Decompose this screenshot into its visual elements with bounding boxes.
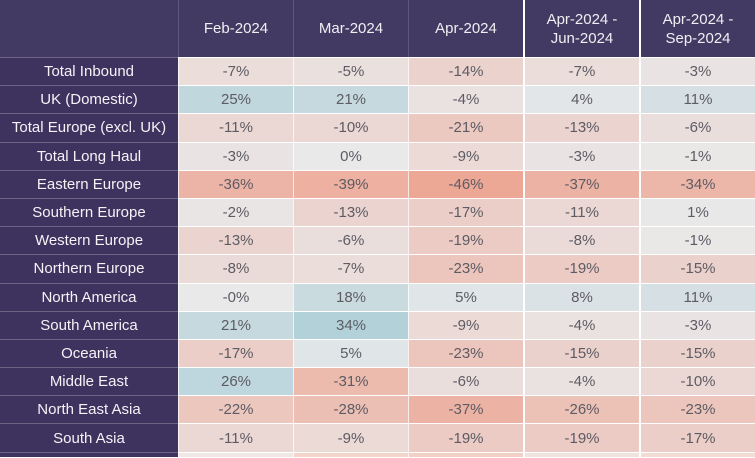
partial-row-cell xyxy=(639,451,755,458)
heatmap-cell: 21% xyxy=(293,85,408,114)
heatmap-cell: -4% xyxy=(408,85,523,114)
heatmap-cell: -6% xyxy=(639,113,755,142)
row-label: Middle East xyxy=(0,367,178,396)
row-label: Western Europe xyxy=(0,226,178,255)
column-header: Apr-2024 - Jun-2024 xyxy=(523,0,639,57)
heatmap-cell: -15% xyxy=(639,338,755,368)
heatmap-cell: -5% xyxy=(293,57,408,86)
heatmap-cell: 1% xyxy=(639,197,755,227)
heatmap-cell: -9% xyxy=(408,141,523,170)
heatmap-cell: -11% xyxy=(523,197,639,227)
heatmap-cell: -11% xyxy=(178,423,293,452)
heatmap-cell: -23% xyxy=(408,338,523,368)
heatmap-cell: -21% xyxy=(408,113,523,142)
heatmap-cell: -10% xyxy=(293,113,408,142)
column-header: Apr-2024 - Sep-2024 xyxy=(639,0,755,57)
heatmap-cell: 21% xyxy=(178,310,293,339)
heatmap-cell: -14% xyxy=(408,57,523,86)
heatmap-cell: -4% xyxy=(523,367,639,396)
heatmap-cell: -22% xyxy=(178,395,293,424)
heatmap-cell: -11% xyxy=(178,113,293,142)
heatmap-cell: -6% xyxy=(408,367,523,396)
heatmap-cell: -6% xyxy=(293,226,408,255)
row-label: Total Long Haul xyxy=(0,141,178,170)
row-label: North East Asia xyxy=(0,395,178,424)
heatmap-cell: -8% xyxy=(523,226,639,255)
heatmap-cell: 26% xyxy=(178,367,293,396)
heatmap-cell: 34% xyxy=(293,310,408,339)
row-label: Oceania xyxy=(0,338,178,368)
heatmap-cell: -19% xyxy=(408,423,523,452)
corner-cell xyxy=(0,0,178,57)
heatmap-cell: -3% xyxy=(639,310,755,339)
row-label: Total Inbound xyxy=(0,57,178,86)
heatmap-cell: -19% xyxy=(408,226,523,255)
heatmap-cell: -19% xyxy=(523,423,639,452)
heatmap-cell: -10% xyxy=(639,367,755,396)
column-header: Apr-2024 xyxy=(408,0,523,57)
heatmap-cell: -46% xyxy=(408,169,523,198)
heatmap-cell: -15% xyxy=(523,338,639,368)
heatmap-cell: 25% xyxy=(178,85,293,114)
row-label: Total Europe (excl. UK) xyxy=(0,113,178,142)
heatmap-cell: -0% xyxy=(178,282,293,311)
heatmap-cell: 0% xyxy=(293,141,408,170)
column-header: Mar-2024 xyxy=(293,0,408,57)
heatmap-cell: -37% xyxy=(523,169,639,198)
partial-row-cell xyxy=(408,451,523,458)
partial-row-cell xyxy=(178,451,293,458)
heatmap-cell: -28% xyxy=(293,395,408,424)
heatmap-cell: -3% xyxy=(523,141,639,170)
heatmap-cell: -13% xyxy=(523,113,639,142)
heatmap-cell: 4% xyxy=(523,85,639,114)
partial-row-label xyxy=(0,451,178,458)
heatmap-cell: 5% xyxy=(293,338,408,368)
heatmap-cell: -9% xyxy=(408,310,523,339)
heatmap-cell: -8% xyxy=(178,254,293,283)
heatmap-cell: 18% xyxy=(293,282,408,311)
heatmap-cell: 11% xyxy=(639,282,755,311)
heatmap-cell: -4% xyxy=(523,310,639,339)
heatmap-cell: -1% xyxy=(639,141,755,170)
partial-row-cell xyxy=(523,451,639,458)
heatmap-cell: -37% xyxy=(408,395,523,424)
heatmap-cell: -23% xyxy=(408,254,523,283)
heatmap-cell: -7% xyxy=(523,57,639,86)
heatmap-cell: -17% xyxy=(178,338,293,368)
heatmap-cell: -13% xyxy=(293,197,408,227)
partial-row-cell xyxy=(293,451,408,458)
heatmap-cell: -2% xyxy=(178,197,293,227)
heatmap-cell: -17% xyxy=(639,423,755,452)
heatmap-cell: -26% xyxy=(523,395,639,424)
heatmap-cell: -7% xyxy=(293,254,408,283)
heatmap-cell: -19% xyxy=(523,254,639,283)
heatmap-cell: -9% xyxy=(293,423,408,452)
heatmap-cell: -39% xyxy=(293,169,408,198)
heatmap-cell: -17% xyxy=(408,197,523,227)
heatmap-cell: -3% xyxy=(639,57,755,86)
column-header: Feb-2024 xyxy=(178,0,293,57)
row-label: North America xyxy=(0,282,178,311)
heatmap-cell: -7% xyxy=(178,57,293,86)
row-label: South America xyxy=(0,310,178,339)
row-label: UK (Domestic) xyxy=(0,85,178,114)
heatmap-cell: -15% xyxy=(639,254,755,283)
row-label: Eastern Europe xyxy=(0,169,178,198)
heatmap-cell: -34% xyxy=(639,169,755,198)
heatmap-cell: 5% xyxy=(408,282,523,311)
heatmap-cell: 11% xyxy=(639,85,755,114)
heatmap-cell: -1% xyxy=(639,226,755,255)
row-label: Northern Europe xyxy=(0,254,178,283)
heatmap-cell: -36% xyxy=(178,169,293,198)
row-label: Southern Europe xyxy=(0,197,178,227)
heatmap-cell: 8% xyxy=(523,282,639,311)
row-label: South Asia xyxy=(0,423,178,452)
heatmap-cell: -31% xyxy=(293,367,408,396)
heatmap-cell: -23% xyxy=(639,395,755,424)
heatmap-cell: -13% xyxy=(178,226,293,255)
heatmap-cell: -3% xyxy=(178,141,293,170)
